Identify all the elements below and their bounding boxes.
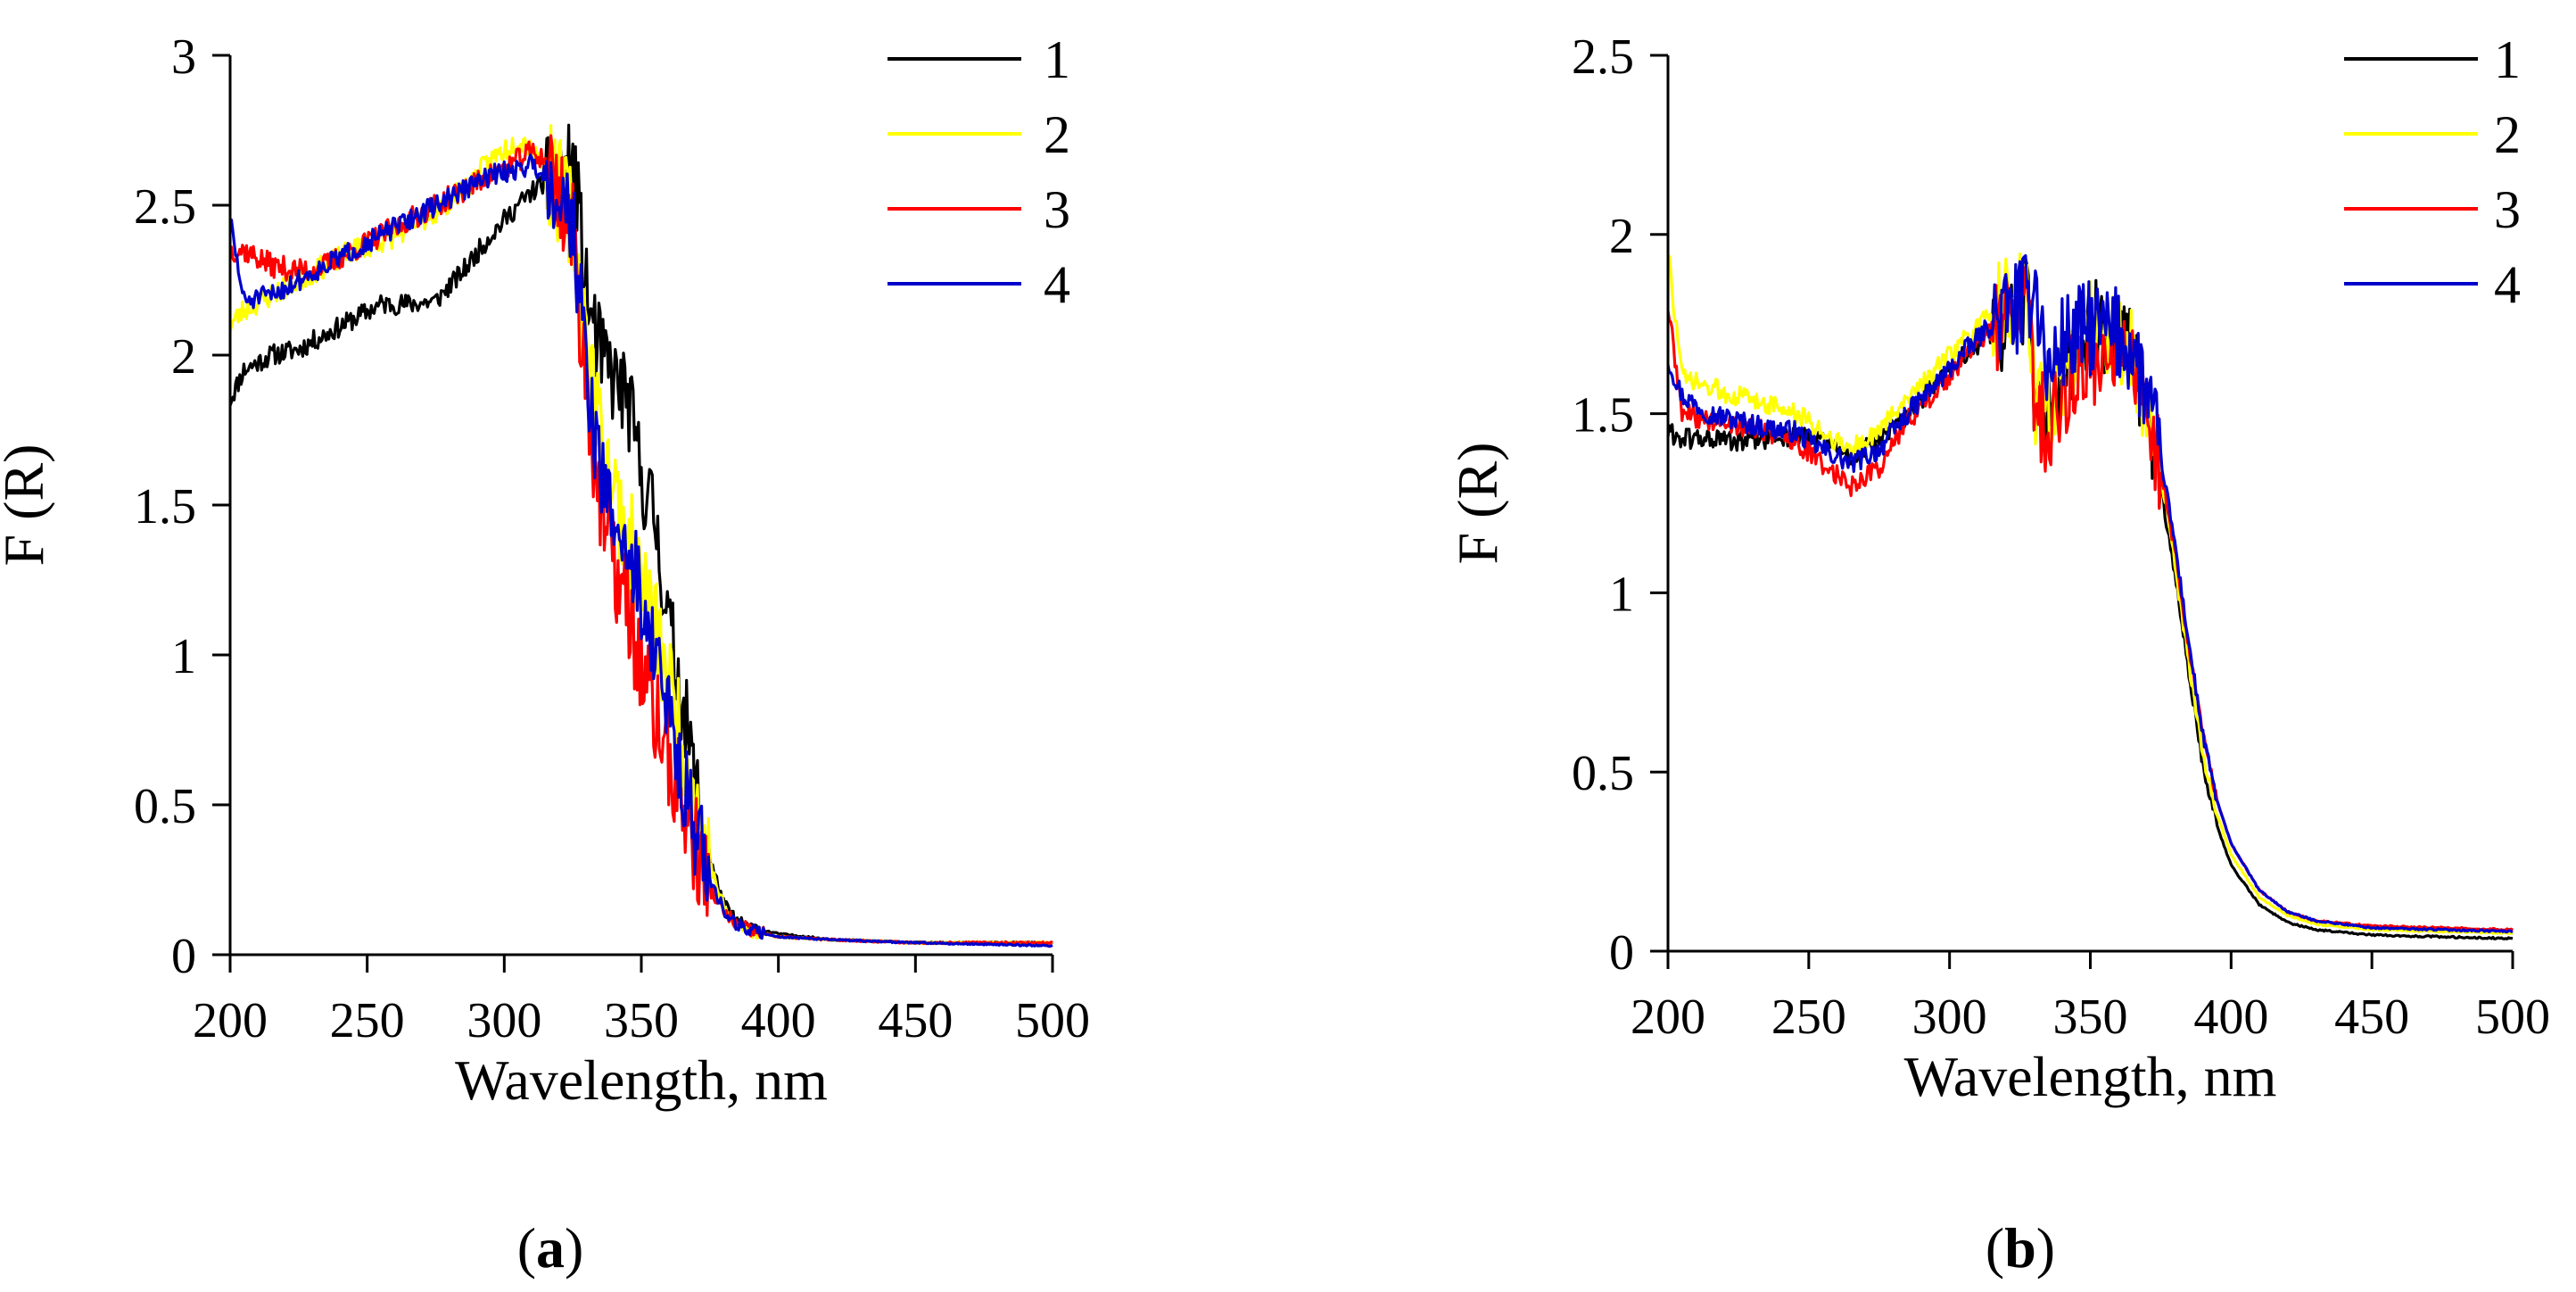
legend-label-2: 2	[2494, 105, 2521, 164]
y-tick-label: 2	[171, 329, 196, 385]
legend-label-2: 2	[1044, 105, 1070, 164]
panel-a-chart: 0 0.5 1 1.5 2 2.5 3 200 250 300 350 400 450 500 Wavele…	[0, 29, 1090, 1280]
y-axis-label: F (R)	[0, 444, 55, 567]
panel-label: (b)	[1986, 1216, 2055, 1280]
y-tick-label: 0.5	[1572, 746, 1634, 801]
series-line-b-4	[1666, 253, 2514, 934]
legend-label-3: 3	[2494, 180, 2521, 239]
x-tick-label: 450	[2334, 990, 2409, 1045]
y-tick-label: 1	[171, 629, 196, 684]
y-tick-label: 0	[1609, 925, 1634, 981]
x-tick-label: 400	[741, 993, 816, 1048]
panel-label: (a)	[517, 1216, 584, 1280]
legend-label-3: 3	[1044, 180, 1070, 239]
x-tick-label: 500	[1015, 993, 1090, 1048]
legend: 1 2 3 4	[2344, 30, 2521, 314]
x-tick-label: 350	[2053, 990, 2128, 1045]
series-line-a-4	[228, 153, 1053, 948]
x-tick-label: 450	[878, 993, 953, 1048]
legend: 1 2 3 4	[888, 30, 1070, 314]
legend-label-4: 4	[2494, 255, 2521, 314]
y-tick-label: 2.5	[134, 179, 196, 235]
series-line-b-3	[1666, 265, 2514, 932]
legend-label-4: 4	[1044, 255, 1070, 314]
y-axis-label: F (R)	[1446, 443, 1509, 565]
y-tick-label: 3	[171, 29, 196, 85]
x-tick-label: 300	[466, 993, 541, 1048]
y-tick-label: 2	[1609, 209, 1634, 264]
x-tick-label: 500	[2475, 990, 2550, 1045]
x-tick-label: 250	[1771, 990, 1846, 1045]
x-tick-label: 300	[1912, 990, 1987, 1045]
x-tick-label: 200	[1631, 990, 1705, 1045]
x-tick-label: 200	[193, 993, 268, 1048]
x-tick-label: 250	[330, 993, 405, 1048]
x-tick-label: 400	[2193, 990, 2268, 1045]
legend-label-1: 1	[2494, 30, 2521, 89]
x-axis-label: Wavelength, nm	[455, 1048, 828, 1112]
x-axis-label: Wavelength, nm	[1904, 1045, 2277, 1108]
panel-b-chart: 0 0.5 1 1.5 2 2.5 200 250 300 350 400 450 500 Wavelen…	[1446, 29, 2550, 1280]
y-tick-label: 1	[1609, 567, 1634, 622]
y-tick-label: 0	[171, 929, 196, 984]
y-tick-label: 2.5	[1572, 29, 1634, 85]
y-tick-label: 1.5	[1572, 388, 1634, 443]
x-tick-label: 350	[604, 993, 679, 1048]
legend-label-1: 1	[1044, 30, 1070, 89]
y-tick-label: 0.5	[134, 779, 196, 834]
y-tick-label: 1.5	[134, 479, 196, 534]
